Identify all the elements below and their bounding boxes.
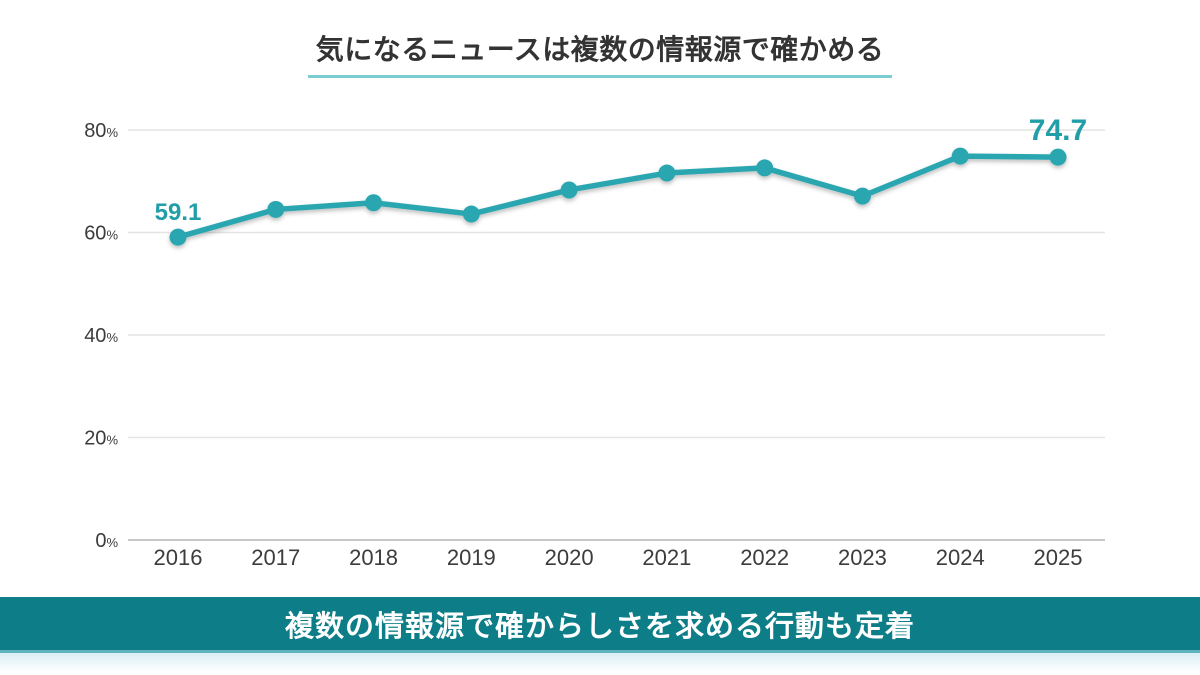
data-point-label: 74.7 [1029,114,1087,147]
data-point [658,164,676,182]
title-wrap: 気になるニュースは複数の情報源で確かめる [0,0,1200,78]
y-axis-tick-label: 40% [84,325,118,347]
y-axis-tick-label: 20% [84,428,118,450]
bottom-strip [0,653,1200,675]
x-axis-label: 2025 [1034,545,1083,570]
x-axis-label: 2023 [838,545,887,570]
series-line [175,153,1061,240]
x-axis-label: 2022 [740,545,789,570]
x-axis-label: 2021 [642,545,691,570]
data-point [462,205,480,223]
series-group [169,147,1067,246]
x-axis-label: 2020 [545,545,594,570]
x-axis-label: 2019 [447,545,496,570]
data-point [169,228,187,246]
data-point [365,194,383,212]
footer-banner: 複数の情報源で確からしさを求める行動も定着 [0,597,1200,653]
data-point-label: 59.1 [155,199,202,226]
x-axis-label: 2024 [936,545,985,570]
x-axis-label: 2016 [154,545,203,570]
data-point [951,147,969,165]
y-axis-tick-label: 0% [95,530,118,552]
x-axis-label: 2017 [251,545,300,570]
y-axis-tick-label: 80% [84,120,118,142]
data-point [1049,148,1067,166]
data-point [560,181,578,199]
y-axis-tick-label: 60% [84,223,118,245]
banner-text: 複数の情報源で確からしさを求める行動も定着 [284,610,915,643]
x-axis-label: 2018 [349,545,398,570]
data-point [267,200,285,218]
chart-title: 気になるニュースは複数の情報源で確かめる [307,28,893,78]
data-point [756,159,774,177]
data-point [853,187,871,205]
